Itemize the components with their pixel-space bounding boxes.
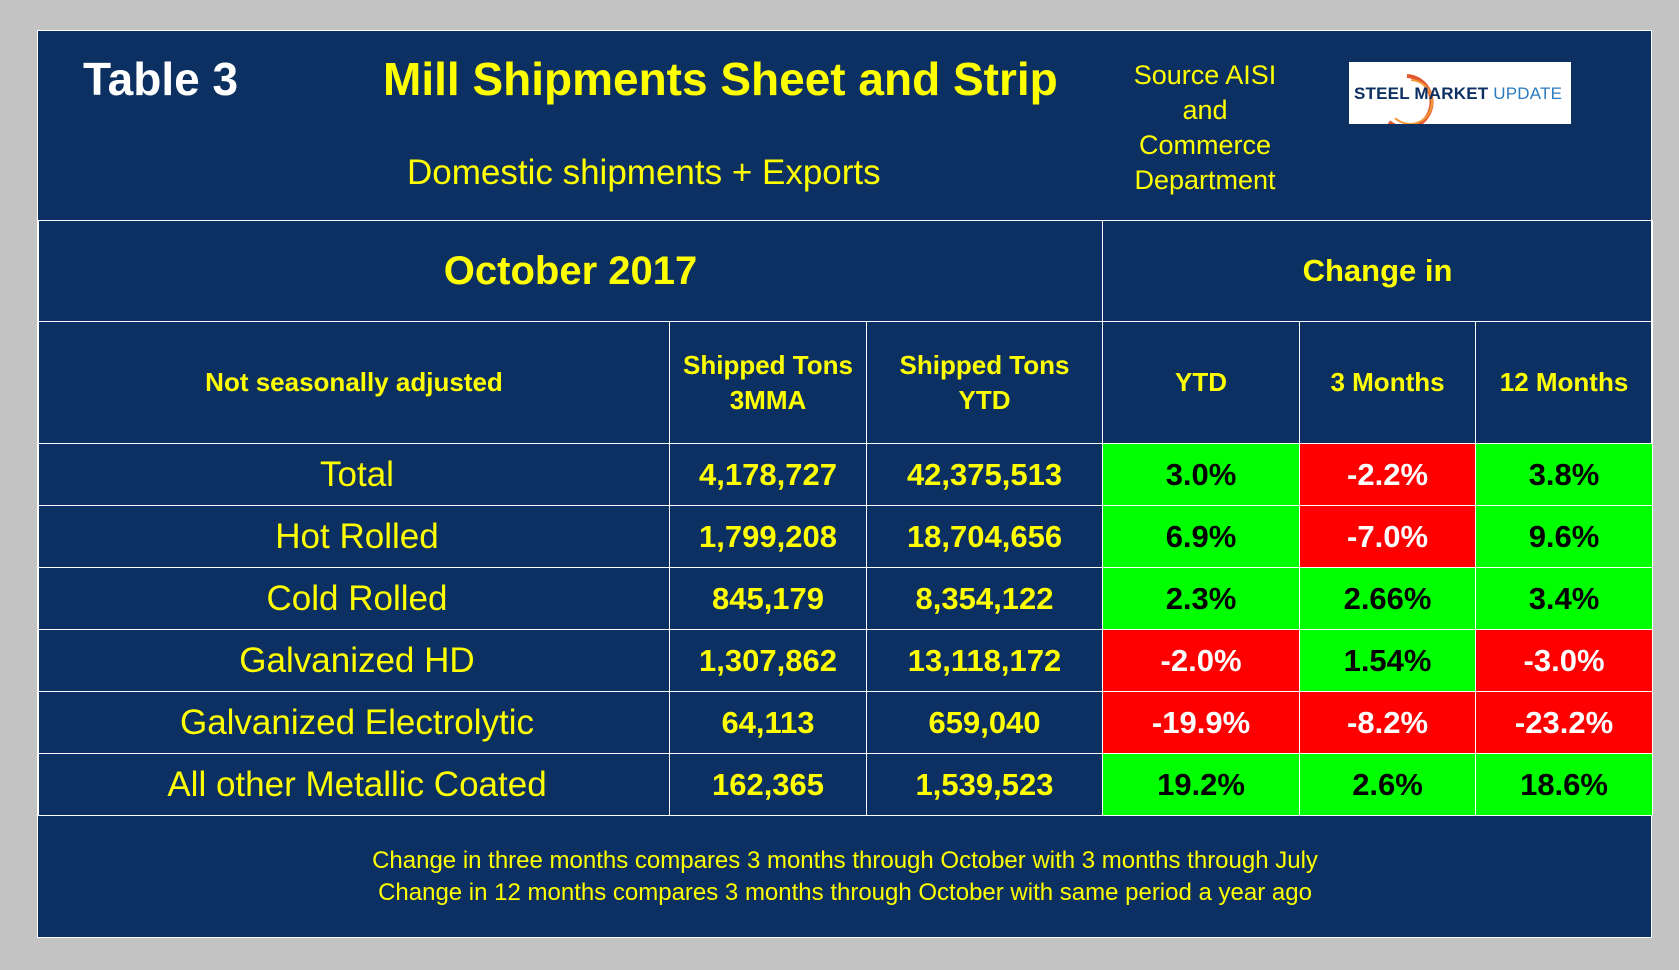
cell-chg-ytd: 6.9% xyxy=(1102,505,1301,568)
col-header-3mma: Shipped Tons 3MMA xyxy=(669,321,867,444)
cell-chg-ytd: -2.0% xyxy=(1102,629,1301,692)
period-header: October 2017 xyxy=(37,220,1104,322)
cell-3mma: 1,799,208 xyxy=(669,505,867,568)
logo-text: STEEL MARKET UPDATE xyxy=(1354,84,1563,103)
source-line: Commerce xyxy=(1138,130,1272,160)
logo-swoosh-icon xyxy=(1387,74,1434,124)
cell-3mma: 1,307,862 xyxy=(669,629,867,692)
page-title: Mill Shipments Sheet and Strip xyxy=(383,53,1058,105)
cell-chg-12m: 3.4% xyxy=(1475,567,1654,630)
cell-chg-ytd: 19.2% xyxy=(1102,753,1301,816)
row-label: Galvanized Electrolytic xyxy=(38,691,670,754)
cell-ytd-tons: 42,375,513 xyxy=(865,443,1104,506)
table-row: All other Metallic Coated 162,365 1,539,… xyxy=(38,753,1654,816)
col-header-chg-ytd: YTD xyxy=(1102,321,1301,444)
cell-3mma: 4,178,727 xyxy=(669,443,867,506)
cell-ytd-tons: 1,539,523 xyxy=(865,753,1104,816)
cell-chg-12m: 9.6% xyxy=(1475,505,1654,568)
change-header: Change in xyxy=(1102,220,1654,322)
page-subtitle: Domestic shipments + Exports xyxy=(407,153,881,192)
cell-chg-3m: -8.2% xyxy=(1299,691,1477,754)
cell-chg-12m: 3.8% xyxy=(1475,443,1654,506)
col-header-chg-12m: 12 Months xyxy=(1475,321,1654,444)
footnotes: Change in three months compares 3 months… xyxy=(38,845,1652,909)
table-header-row: October 2017 Change in xyxy=(37,220,1654,322)
row-label: Total xyxy=(38,443,670,506)
row-label: Galvanized HD xyxy=(38,629,670,692)
table-row: Galvanized Electrolytic 64,113 659,040 -… xyxy=(38,691,1654,754)
cell-ytd-tons: 8,354,122 xyxy=(865,567,1104,630)
cell-3mma: 162,365 xyxy=(669,753,867,816)
table-row: Cold Rolled 845,179 8,354,122 2.3% 2.66%… xyxy=(38,567,1654,630)
source-line: Department xyxy=(1134,165,1276,195)
cell-chg-3m: 2.66% xyxy=(1299,567,1477,630)
cell-ytd-tons: 18,704,656 xyxy=(865,505,1104,568)
row-label: Hot Rolled xyxy=(38,505,670,568)
cell-3mma: 845,179 xyxy=(669,567,867,630)
cell-chg-3m: -7.0% xyxy=(1299,505,1477,568)
col-header-label: Not seasonally adjusted xyxy=(38,321,670,444)
row-label: Cold Rolled xyxy=(38,567,670,630)
column-header-row: Not seasonally adjusted Shipped Tons 3MMA… xyxy=(38,321,1654,444)
source-line: Source AISI xyxy=(1133,60,1277,90)
cell-chg-12m: 18.6% xyxy=(1475,753,1654,816)
cell-3mma: 64,113 xyxy=(669,691,867,754)
cell-chg-3m: 1.54% xyxy=(1299,629,1477,692)
footnote-line: Change in three months compares 3 months… xyxy=(372,847,1318,874)
table-row: Hot Rolled 1,799,208 18,704,656 6.9% -7.… xyxy=(38,505,1654,568)
col-header-chg-3m: 3 Months xyxy=(1299,321,1477,444)
steel-market-update-logo: STEEL MARKET UPDATE xyxy=(1349,62,1571,124)
cell-chg-3m: -2.2% xyxy=(1299,443,1477,506)
source-line: and xyxy=(1182,95,1228,125)
cell-chg-ytd: 2.3% xyxy=(1102,567,1301,630)
table-row: Galvanized HD 1,307,862 13,118,172 -2.0%… xyxy=(38,629,1654,692)
cell-chg-3m: 2.6% xyxy=(1299,753,1477,816)
table-label: Table 3 xyxy=(83,53,239,105)
shipments-table: October 2017 Change in Not seasonally ad… xyxy=(37,220,1654,816)
cell-chg-12m: -3.0% xyxy=(1475,629,1654,692)
col-header-ytd-tons: Shipped Tons YTD xyxy=(865,321,1104,444)
cell-ytd-tons: 659,040 xyxy=(865,691,1104,754)
row-label: All other Metallic Coated xyxy=(38,753,670,816)
cell-chg-ytd: 3.0% xyxy=(1102,443,1301,506)
table-row: Total 4,178,727 42,375,513 3.0% -2.2% 3.… xyxy=(38,443,1654,506)
source-note: Source AISI and Commerce Department xyxy=(1110,58,1300,198)
cell-chg-12m: -23.2% xyxy=(1475,691,1654,754)
cell-chg-ytd: -19.9% xyxy=(1102,691,1301,754)
footnote-line: Change in 12 months compares 3 months th… xyxy=(378,879,1312,906)
cell-ytd-tons: 13,118,172 xyxy=(865,629,1104,692)
